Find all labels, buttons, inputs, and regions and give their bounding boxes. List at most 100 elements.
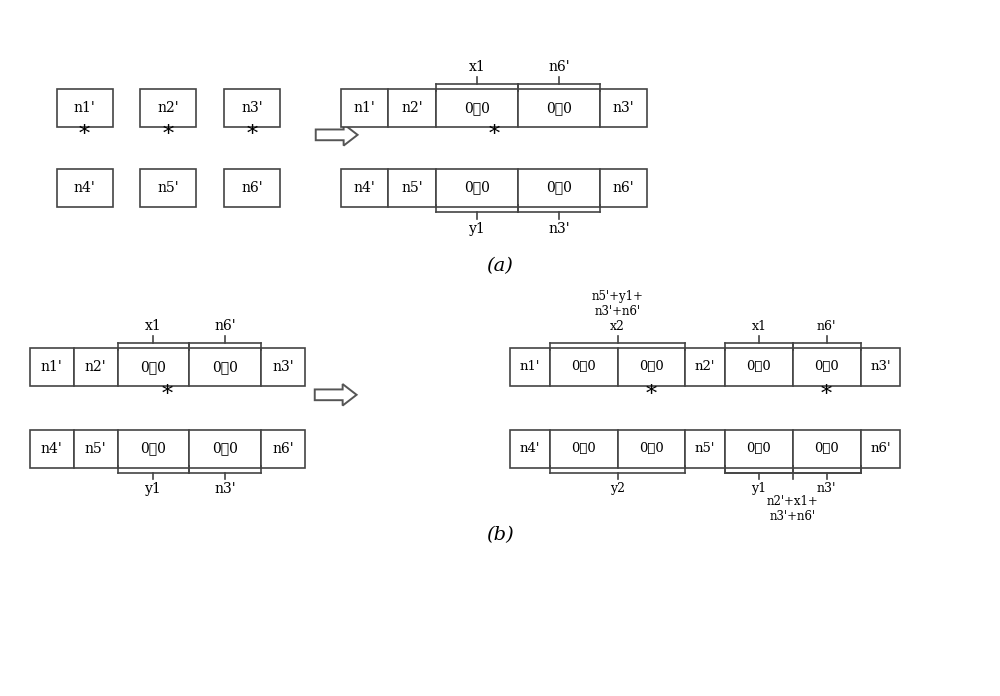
- Text: n2': n2': [158, 101, 179, 115]
- Text: x1: x1: [145, 319, 162, 333]
- Bar: [388, 89, 436, 127]
- Text: n4': n4': [354, 181, 375, 195]
- Text: n2': n2': [695, 361, 715, 374]
- Text: *: *: [488, 124, 500, 146]
- Text: n3': n3': [613, 101, 634, 115]
- Text: n6': n6': [214, 319, 236, 333]
- Bar: [74, 429, 118, 468]
- Bar: [793, 429, 861, 468]
- Text: n3': n3': [214, 482, 236, 496]
- Text: *: *: [162, 383, 173, 406]
- Bar: [436, 89, 518, 127]
- Bar: [140, 168, 196, 207]
- Text: y2: y2: [610, 482, 625, 496]
- Text: 0⋯0: 0⋯0: [814, 361, 839, 374]
- Bar: [341, 89, 388, 127]
- Text: 0⋯0: 0⋯0: [747, 361, 771, 374]
- Text: n3': n3': [241, 101, 263, 115]
- Text: n3': n3': [272, 360, 294, 374]
- Text: n3': n3': [870, 361, 891, 374]
- Bar: [30, 348, 74, 386]
- Text: (b): (b): [486, 526, 514, 544]
- Text: 0⋯0: 0⋯0: [546, 101, 572, 115]
- Text: n6': n6': [548, 60, 570, 74]
- Text: x1: x1: [469, 60, 485, 74]
- Text: n1': n1': [41, 360, 63, 374]
- Bar: [618, 348, 685, 386]
- Bar: [518, 168, 600, 207]
- Text: n2': n2': [402, 101, 423, 115]
- Text: 0⋯0: 0⋯0: [464, 181, 490, 195]
- Text: *: *: [646, 383, 657, 406]
- Bar: [793, 348, 861, 386]
- Text: n5': n5': [402, 181, 423, 195]
- Bar: [725, 429, 793, 468]
- Bar: [436, 168, 518, 207]
- Bar: [140, 89, 196, 127]
- Bar: [261, 348, 305, 386]
- Bar: [118, 429, 189, 468]
- FancyArrow shape: [316, 124, 358, 145]
- Text: *: *: [79, 124, 90, 146]
- Text: *: *: [246, 124, 258, 146]
- Bar: [189, 429, 261, 468]
- Text: 0⋯0: 0⋯0: [140, 441, 166, 456]
- Text: 0⋯0: 0⋯0: [571, 442, 596, 455]
- Text: n3': n3': [817, 482, 836, 496]
- Bar: [510, 348, 550, 386]
- Bar: [600, 89, 647, 127]
- Bar: [30, 429, 74, 468]
- Text: n5'+y1+
n3'+n6': n5'+y1+ n3'+n6': [592, 290, 643, 318]
- Bar: [118, 348, 189, 386]
- Bar: [189, 348, 261, 386]
- FancyArrow shape: [315, 384, 357, 406]
- Text: 0⋯0: 0⋯0: [639, 361, 664, 374]
- Text: 0⋯0: 0⋯0: [212, 360, 238, 374]
- Bar: [685, 429, 725, 468]
- Bar: [725, 348, 793, 386]
- Text: n6': n6': [272, 441, 294, 456]
- Text: 0⋯0: 0⋯0: [639, 442, 664, 455]
- Text: x2: x2: [610, 320, 625, 333]
- Text: y1: y1: [469, 221, 485, 235]
- Text: *: *: [821, 383, 832, 406]
- Bar: [224, 89, 280, 127]
- Text: 0⋯0: 0⋯0: [212, 441, 238, 456]
- Text: 0⋯0: 0⋯0: [140, 360, 166, 374]
- Text: y1: y1: [751, 482, 767, 496]
- Text: n4': n4': [520, 442, 540, 455]
- Text: n2'+x1+
n3'+n6': n2'+x1+ n3'+n6': [767, 496, 819, 523]
- Text: n1': n1': [520, 361, 540, 374]
- Text: n1': n1': [354, 101, 375, 115]
- Bar: [74, 348, 118, 386]
- Text: 0⋯0: 0⋯0: [571, 361, 596, 374]
- Text: 0⋯0: 0⋯0: [747, 442, 771, 455]
- Bar: [685, 348, 725, 386]
- Text: n6': n6': [613, 181, 634, 195]
- Bar: [510, 429, 550, 468]
- Bar: [341, 168, 388, 207]
- Bar: [550, 348, 618, 386]
- Text: 0⋯0: 0⋯0: [464, 101, 490, 115]
- Bar: [600, 168, 647, 207]
- Text: 0⋯0: 0⋯0: [546, 181, 572, 195]
- Text: (a): (a): [487, 258, 513, 276]
- Text: n1': n1': [74, 101, 96, 115]
- Bar: [550, 429, 618, 468]
- Text: n6': n6': [817, 320, 836, 333]
- Text: 0⋯0: 0⋯0: [814, 442, 839, 455]
- Text: x1: x1: [751, 320, 766, 333]
- Bar: [57, 89, 113, 127]
- Bar: [224, 168, 280, 207]
- Bar: [57, 168, 113, 207]
- Text: n2': n2': [85, 360, 106, 374]
- Text: y1: y1: [145, 482, 162, 496]
- Bar: [861, 348, 900, 386]
- Bar: [388, 168, 436, 207]
- Bar: [518, 89, 600, 127]
- Text: n5': n5': [158, 181, 179, 195]
- Bar: [261, 429, 305, 468]
- Text: n5': n5': [85, 441, 106, 456]
- Text: n4': n4': [74, 181, 96, 195]
- Bar: [861, 429, 900, 468]
